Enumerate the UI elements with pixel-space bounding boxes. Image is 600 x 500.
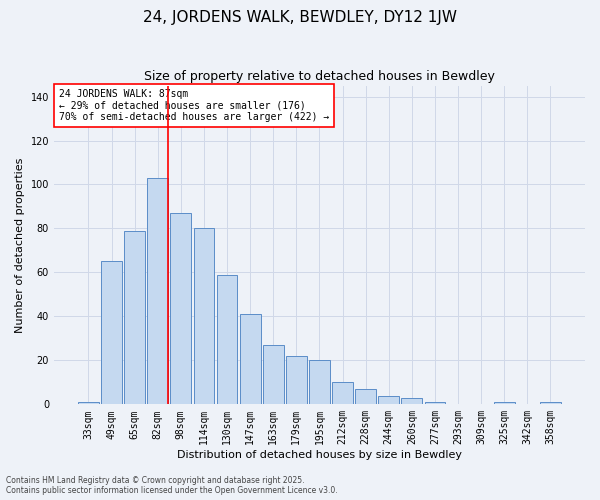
Bar bbox=[401, 398, 422, 404]
Bar bbox=[217, 274, 238, 404]
Bar bbox=[379, 396, 399, 404]
Bar bbox=[355, 389, 376, 404]
Text: 24 JORDENS WALK: 87sqm
← 29% of detached houses are smaller (176)
70% of semi-de: 24 JORDENS WALK: 87sqm ← 29% of detached… bbox=[59, 88, 329, 122]
Y-axis label: Number of detached properties: Number of detached properties bbox=[15, 158, 25, 332]
Bar bbox=[240, 314, 260, 404]
Bar bbox=[124, 230, 145, 404]
Bar bbox=[540, 402, 561, 404]
Bar bbox=[148, 178, 168, 404]
X-axis label: Distribution of detached houses by size in Bewdley: Distribution of detached houses by size … bbox=[177, 450, 462, 460]
Text: Contains HM Land Registry data © Crown copyright and database right 2025.
Contai: Contains HM Land Registry data © Crown c… bbox=[6, 476, 338, 495]
Bar bbox=[194, 228, 214, 404]
Bar bbox=[286, 356, 307, 405]
Text: 24, JORDENS WALK, BEWDLEY, DY12 1JW: 24, JORDENS WALK, BEWDLEY, DY12 1JW bbox=[143, 10, 457, 25]
Bar bbox=[78, 402, 99, 404]
Bar bbox=[263, 345, 284, 405]
Bar bbox=[494, 402, 515, 404]
Bar bbox=[170, 213, 191, 404]
Bar bbox=[309, 360, 330, 405]
Bar bbox=[332, 382, 353, 404]
Bar bbox=[101, 262, 122, 404]
Bar bbox=[425, 402, 445, 404]
Title: Size of property relative to detached houses in Bewdley: Size of property relative to detached ho… bbox=[144, 70, 495, 83]
